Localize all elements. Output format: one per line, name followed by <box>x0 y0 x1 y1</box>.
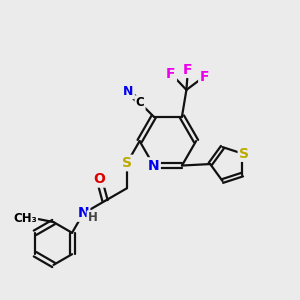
Text: S: S <box>239 147 249 160</box>
Text: F: F <box>183 63 193 77</box>
Text: N: N <box>148 158 160 172</box>
Text: CH₃: CH₃ <box>14 212 37 225</box>
Text: N: N <box>123 85 134 98</box>
Text: F: F <box>166 67 176 80</box>
Text: S: S <box>122 156 132 170</box>
Text: O: O <box>93 172 105 186</box>
Text: N: N <box>77 206 89 220</box>
Text: H: H <box>88 212 98 224</box>
Text: F: F <box>200 70 209 83</box>
Text: C: C <box>136 97 144 110</box>
